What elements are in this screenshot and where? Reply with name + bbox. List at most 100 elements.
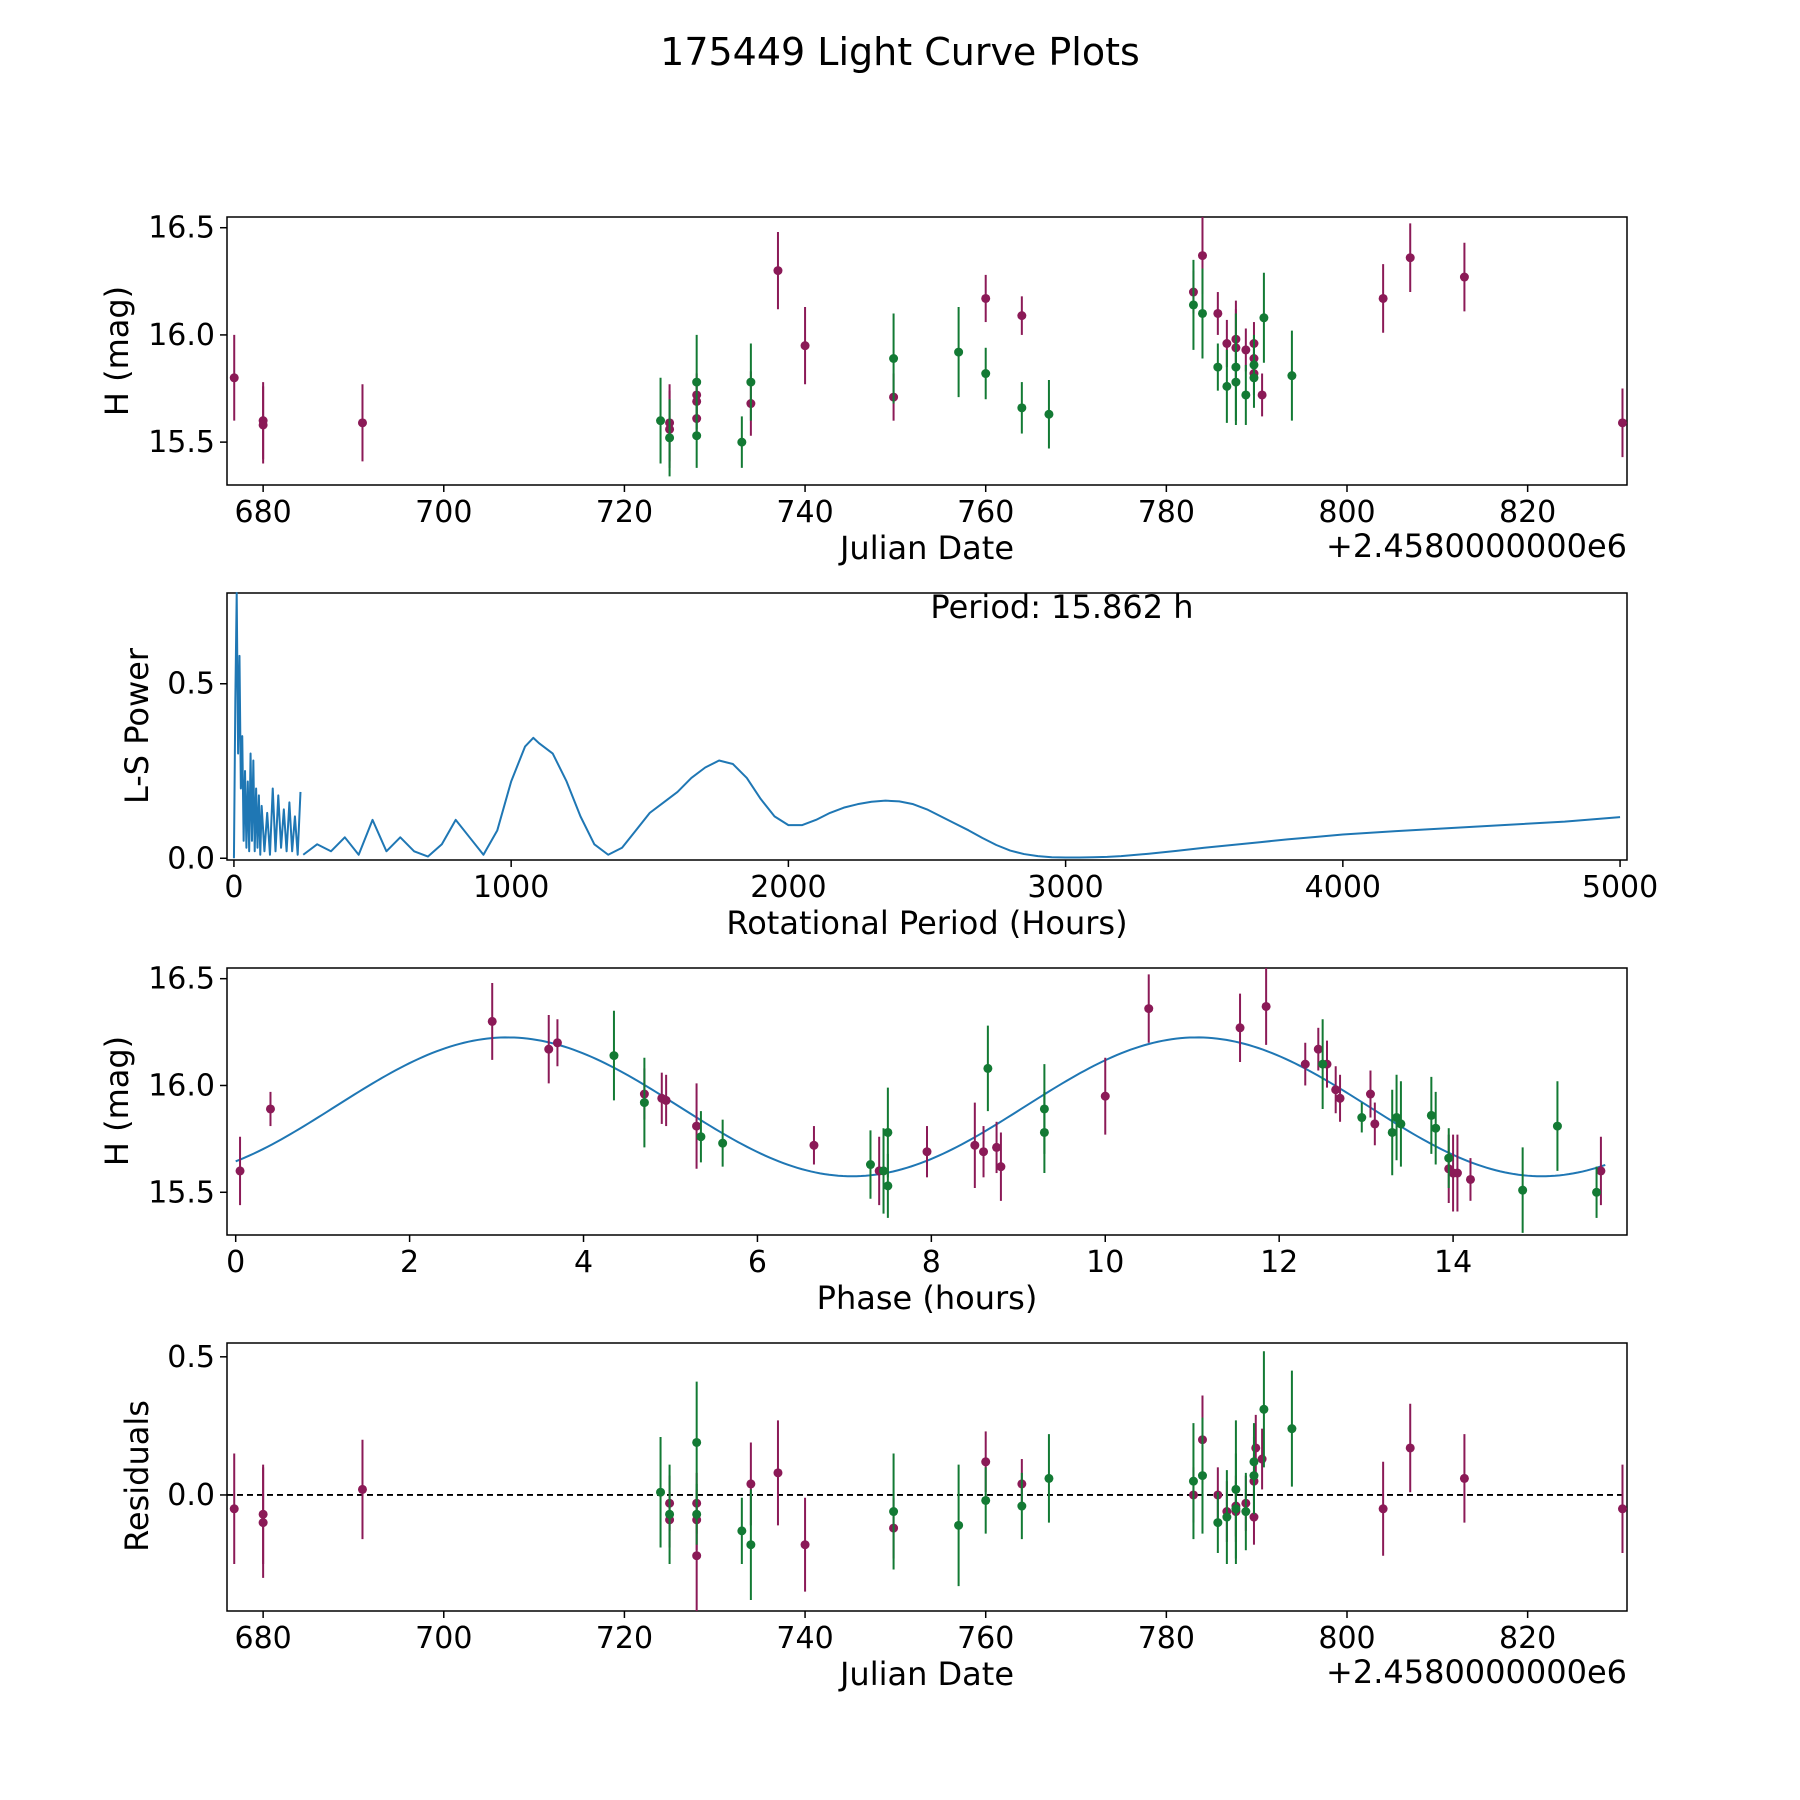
power-series-line: [302, 736, 1621, 859]
x-tick-label: 10: [1086, 1245, 1124, 1280]
red-data-point: [692, 1121, 702, 1131]
green-data-point: [746, 377, 756, 387]
green-data-point: [865, 1160, 875, 1170]
x-tick-label: 14: [1434, 1245, 1472, 1280]
x-tick-label: 8: [922, 1245, 941, 1280]
red-data-point: [773, 266, 783, 276]
green-data-point: [692, 431, 702, 441]
x-tick-label: 12: [1260, 1245, 1298, 1280]
lightcurve-y-ticks: 15.5 16.0 16.5: [148, 211, 227, 460]
red-data-point: [661, 1095, 671, 1105]
y-tick-label: 16.0: [148, 318, 215, 353]
red-data-point: [1241, 345, 1251, 355]
lightcurve-panel: 680 700 720 740 760 780 800 820 15.5 16.0 16.5 Ju…: [98, 211, 1628, 567]
residuals-y-label: Residuals: [118, 1400, 156, 1552]
red-data-point: [1335, 1093, 1345, 1103]
red-data-point: [1405, 253, 1415, 263]
green-data-point: [1197, 1471, 1207, 1481]
red-data-point: [552, 1038, 562, 1048]
red-data-point: [1144, 1004, 1154, 1014]
x-tick-label: 3000: [1027, 870, 1103, 905]
y-tick-label: 0.0: [167, 841, 215, 876]
red-data-point: [1222, 338, 1232, 348]
green-data-point: [1222, 381, 1232, 391]
red-data-point: [1617, 1504, 1627, 1514]
red-data-point: [809, 1140, 819, 1150]
green-data-point: [737, 437, 747, 447]
red-data-point: [922, 1147, 932, 1157]
green-data-point: [1592, 1187, 1602, 1197]
green-data-point: [665, 433, 675, 443]
fit-curve: [235, 1036, 1606, 1178]
red-data-point: [800, 341, 810, 351]
red-data-point: [981, 1457, 991, 1467]
green-data-point: [1213, 362, 1223, 372]
red-data-point: [1261, 1001, 1271, 1011]
green-data-point: [1318, 1059, 1328, 1069]
green-data-point: [1518, 1185, 1528, 1195]
green-data-point: [1392, 1113, 1402, 1123]
phase-y-label: H (mag): [98, 1036, 136, 1166]
green-data-point: [1017, 403, 1027, 413]
x-tick-label: 700: [415, 495, 472, 530]
green-data-point: [1188, 1476, 1198, 1486]
y-tick-label: 16.5: [148, 211, 215, 246]
red-data-point: [1213, 308, 1223, 318]
lightcurve-marks: [229, 217, 1627, 477]
y-tick-label: 15.5: [148, 425, 215, 460]
y-tick-label: 0.0: [167, 1478, 215, 1513]
green-data-point: [692, 377, 702, 387]
green-data-point: [954, 1520, 964, 1530]
x-tick-label: 760: [957, 495, 1014, 530]
x-tick-label: 800: [1318, 495, 1375, 530]
x-tick-label: 0: [224, 870, 243, 905]
residuals-x-ticks: 680 700 720 740 760 780 800 820: [234, 1611, 1556, 1656]
red-data-point: [1197, 251, 1207, 261]
red-data-point: [265, 1104, 275, 1114]
x-tick-label: 740: [776, 1621, 833, 1656]
residuals-x-offset: +2.4580000000e6: [1326, 1653, 1627, 1691]
green-data-point: [1213, 1518, 1223, 1528]
x-tick-label: 800: [1318, 1621, 1375, 1656]
x-tick-label: 820: [1499, 495, 1556, 530]
y-tick-label: 16.0: [148, 1068, 215, 1103]
y-tick-label: 0.5: [167, 1340, 215, 1375]
x-tick-label: 4000: [1305, 870, 1381, 905]
x-tick-label: 760: [957, 1621, 1014, 1656]
red-data-point: [1300, 1059, 1310, 1069]
green-data-point: [665, 1509, 675, 1519]
red-data-point: [979, 1147, 989, 1157]
red-data-point: [258, 420, 268, 430]
green-data-point: [983, 1063, 993, 1073]
green-data-point: [889, 354, 899, 364]
x-tick-label: 2000: [750, 870, 826, 905]
green-data-point: [883, 1181, 893, 1191]
red-data-point: [357, 418, 367, 428]
green-data-point: [656, 1487, 666, 1497]
x-tick-label: 720: [596, 1621, 653, 1656]
x-tick-label: 680: [234, 495, 291, 530]
red-data-point: [1365, 1089, 1375, 1099]
red-data-point: [1405, 1443, 1415, 1453]
residuals-x-label: Julian Date: [838, 1655, 1014, 1693]
residuals-marks: [227, 1351, 1627, 1611]
green-data-point: [1249, 373, 1259, 383]
green-data-point: [1396, 1119, 1406, 1129]
periodogram-frame: [226, 592, 1628, 861]
phase-x-ticks: 0 2 4 6 8 10 12 14: [226, 1235, 1472, 1280]
x-tick-label: 780: [1138, 1621, 1195, 1656]
green-data-point: [1444, 1153, 1454, 1163]
red-data-point: [1017, 311, 1027, 321]
green-data-point: [746, 1540, 756, 1550]
green-data-point: [1259, 1404, 1269, 1414]
x-tick-label: 680: [234, 1621, 291, 1656]
green-data-point: [1431, 1123, 1441, 1133]
green-data-point: [1426, 1110, 1436, 1120]
periodogram-marks: [232, 592, 1621, 859]
periodogram-y-ticks: 0.0 0.5: [167, 667, 227, 876]
red-data-point: [800, 1540, 810, 1550]
periodogram-x-ticks: 0 1000 2000 3000 4000 5000: [224, 860, 1658, 905]
green-data-point: [1231, 1504, 1241, 1514]
red-data-point: [1378, 293, 1388, 303]
